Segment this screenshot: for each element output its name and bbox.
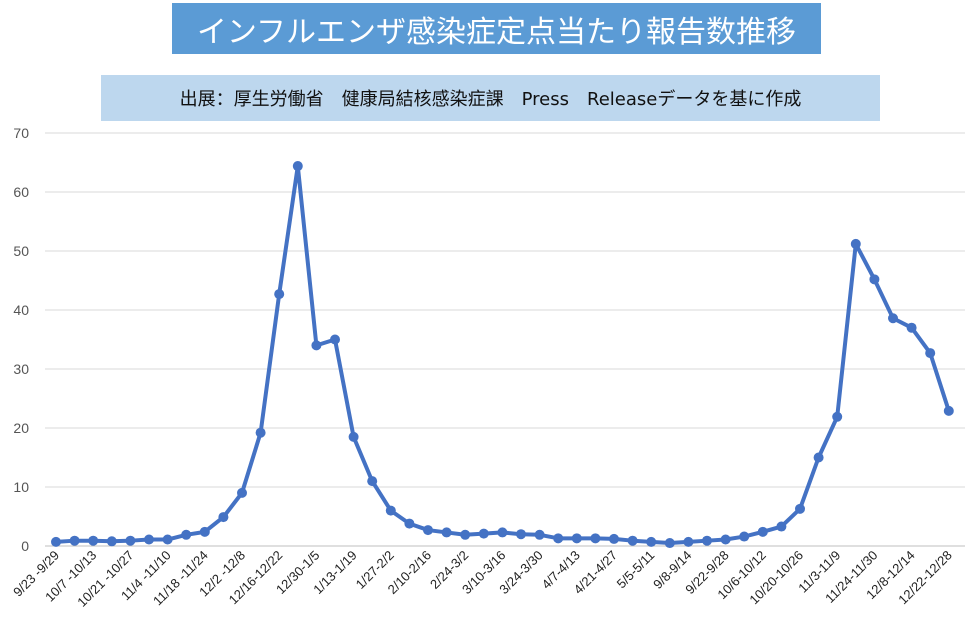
data-point-13 [292,161,303,172]
data-point-28 [571,533,582,544]
data-points [51,161,954,549]
y-tick-label: 60 [13,184,29,200]
data-point-7 [181,529,192,540]
data-point-39 [776,521,787,532]
data-point-5 [144,534,154,545]
y-tick-label: 30 [13,361,29,377]
data-point-10 [237,487,247,498]
data-point-19 [404,518,415,529]
data-point-37 [739,531,750,542]
data-point-15 [330,334,340,345]
series-line [55,164,951,546]
data-point-4 [125,535,136,546]
data-point-20 [423,525,433,536]
y-tick-label: 70 [13,125,29,141]
data-point-12 [274,289,285,300]
data-point-48 [943,405,954,416]
data-point-36 [720,534,731,545]
data-point-24 [497,527,508,538]
data-point-42 [832,411,843,422]
y-tick-label: 10 [13,479,29,495]
data-point-17 [367,476,378,487]
data-point-30 [609,533,619,544]
data-point-27 [553,533,564,544]
source-note: 出展：厚生労働省 健康局結核感染症課 Press Releaseデータを基に作成 [101,75,880,121]
data-point-8 [199,526,210,537]
data-point-18 [385,505,396,516]
data-point-6 [162,534,173,545]
y-tick-label: 50 [13,243,29,259]
data-point-43 [850,238,861,249]
gridlines [45,132,965,547]
data-point-44 [869,274,880,285]
chart-title: インフルエンザ感染症定点当たり報告数推移 [172,3,821,54]
y-axis-ticks: 0 10 20 30 40 50 60 70 [13,125,29,554]
series-line-layer [55,164,951,546]
data-point-14 [311,340,322,351]
data-point-34 [683,536,694,547]
data-point-33 [664,538,675,549]
data-point-25 [516,529,526,540]
data-point-45 [888,313,898,324]
data-point-3 [106,536,117,547]
data-point-40 [795,503,805,514]
data-point-2 [88,535,99,546]
data-point-11 [255,427,266,438]
data-point-21 [441,527,452,538]
data-point-1 [69,535,80,546]
data-point-41 [813,452,824,463]
data-point-9 [218,512,229,523]
data-point-38 [757,526,768,537]
data-point-31 [627,535,638,546]
data-point-47 [925,348,936,359]
data-point-35 [702,535,712,546]
y-tick-label: 40 [13,302,29,318]
x-tick-label: 5/5-5/11 [614,548,658,592]
y-tick-label: 0 [21,538,29,554]
data-point-22 [460,529,471,540]
data-point-29 [590,533,601,544]
data-point-23 [478,528,489,539]
data-point-0 [51,536,61,547]
y-tick-label: 20 [13,420,29,436]
data-point-32 [646,536,657,547]
data-point-26 [534,529,545,540]
data-point-46 [906,322,917,333]
data-point-16 [348,431,359,442]
